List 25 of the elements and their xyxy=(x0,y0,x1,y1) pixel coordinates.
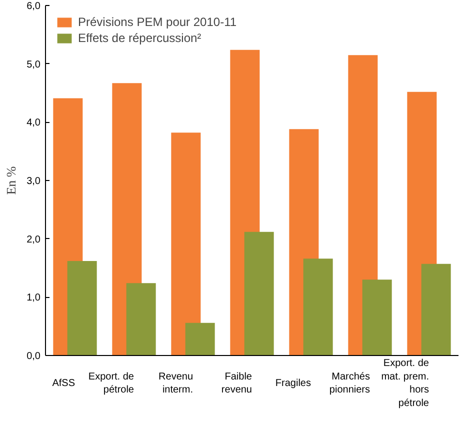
y-tick-label: 5,0 xyxy=(26,59,41,70)
y-tick-label: 2,0 xyxy=(26,234,41,246)
bar xyxy=(421,264,451,356)
bar xyxy=(185,322,215,356)
y-axis-title: En % xyxy=(4,166,19,195)
x-tick-label: Export. de pétrole xyxy=(88,371,134,396)
bar xyxy=(67,261,97,356)
y-tick-label: 0,0 xyxy=(26,351,41,362)
y-tick-label: 3,0 xyxy=(26,176,41,187)
x-tick-label: Faible revenu xyxy=(221,371,252,396)
legend-label: Prévisions PEM pour 2010-11 xyxy=(78,15,237,29)
bar xyxy=(244,232,274,356)
x-tick-label: Export. de mat. prem. hors pétrole xyxy=(381,358,430,409)
x-tick-label: Revenu interm. xyxy=(158,371,193,396)
y-tick-label: 1,0 xyxy=(26,292,41,304)
bar xyxy=(303,258,333,356)
x-tick-label: Marchés pionniers xyxy=(329,371,370,396)
y-tick-label: 4,0 xyxy=(26,118,41,129)
y-tick-label: 6,0 xyxy=(26,1,41,12)
x-tick-label: Fragiles xyxy=(275,378,312,389)
legend-label: Effets de répercussion² xyxy=(78,31,202,45)
bar xyxy=(362,280,392,356)
x-tick-label: AfSS xyxy=(52,378,76,389)
bar xyxy=(171,132,201,356)
bar xyxy=(126,283,156,356)
